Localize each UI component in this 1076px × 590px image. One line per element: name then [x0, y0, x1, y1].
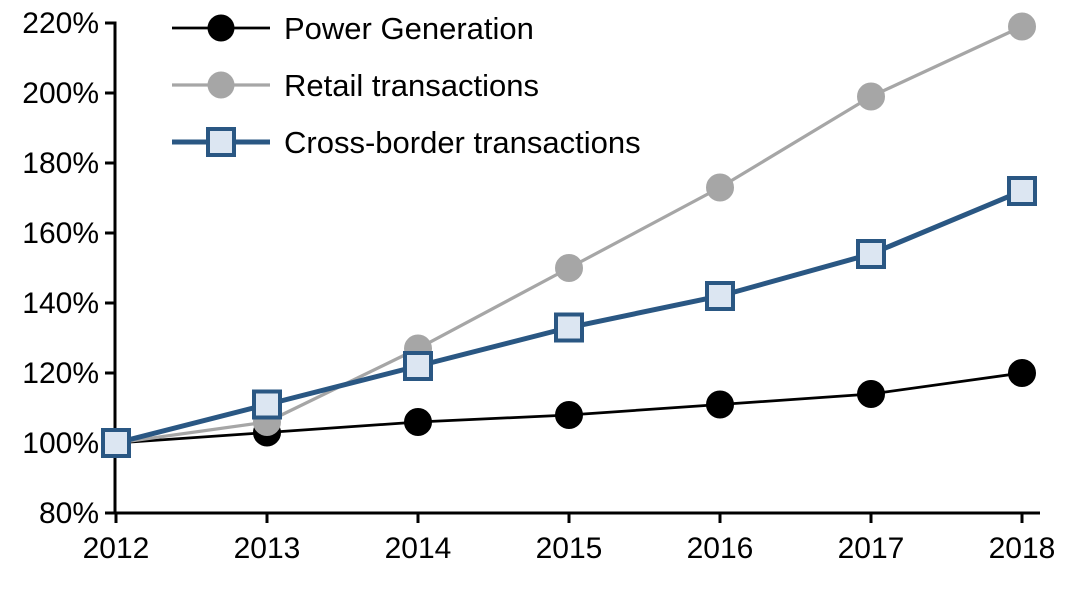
data-point-power-generation-2016 [706, 390, 734, 419]
legend-label-power-generation: Power Generation [284, 10, 534, 46]
y-axis-tick-label: 100% [22, 427, 99, 460]
y-axis-tick-label: 120% [22, 357, 99, 390]
data-point-cross-border-transactions-2018 [1007, 176, 1037, 206]
y-axis-tick-label: 80% [39, 497, 99, 530]
legend-label-retail-transactions: Retail transactions [284, 67, 540, 103]
y-axis-tick-label: 180% [22, 147, 99, 180]
data-point-power-generation-2018 [1008, 359, 1036, 387]
legend-swatch-cross-border-transactions [172, 127, 270, 157]
y-axis-tick-label: 140% [22, 287, 99, 320]
x-axis-tick-label: 2012 [83, 532, 150, 565]
legend-marker-circle [207, 14, 235, 42]
legend-marker-circle [207, 71, 235, 99]
data-point-cross-border-transactions-2014 [403, 351, 433, 381]
data-point-retail-transactions-2015 [555, 254, 583, 282]
data-point-power-generation-2017 [857, 380, 885, 408]
y-axis-tick-label: 160% [22, 217, 99, 250]
data-point-cross-border-transactions-2015 [554, 312, 584, 343]
legend-label-cross-border-transactions: Cross-border transactions [284, 124, 641, 160]
legend-item-retail-transactions: Retail transactions [170, 65, 641, 105]
data-point-retail-transactions-2017 [857, 82, 885, 111]
legend-item-cross-border-transactions: Cross-border transactions [170, 122, 641, 162]
data-point-cross-border-transactions-2013 [252, 389, 282, 420]
x-axis-tick-label: 2017 [838, 532, 905, 565]
data-point-retail-transactions-2018 [1008, 12, 1036, 41]
x-axis-tick-label: 2016 [687, 532, 754, 565]
legend-marker-square [206, 127, 236, 157]
x-axis-tick-label: 2018 [989, 532, 1056, 565]
legend: Power Generation Retail transactions Cro… [170, 8, 641, 179]
data-point-cross-border-transactions-2017 [856, 239, 886, 269]
data-point-retail-transactions-2016 [706, 173, 734, 202]
x-axis-tick-label: 2013 [234, 532, 301, 565]
data-point-cross-border-transactions-2012 [101, 428, 131, 458]
y-axis-tick-label: 220% [22, 7, 99, 40]
x-axis-tick-label: 2015 [536, 532, 603, 565]
data-point-power-generation-2014 [404, 408, 432, 436]
x-axis-tick-label: 2014 [385, 532, 452, 565]
y-axis-tick-label: 200% [22, 77, 99, 110]
legend-swatch-power-generation [172, 14, 270, 42]
legend-swatch-retail-transactions [172, 71, 270, 99]
legend-item-power-generation: Power Generation [170, 8, 641, 48]
data-point-cross-border-transactions-2016 [705, 281, 735, 311]
data-point-power-generation-2015 [555, 401, 583, 429]
